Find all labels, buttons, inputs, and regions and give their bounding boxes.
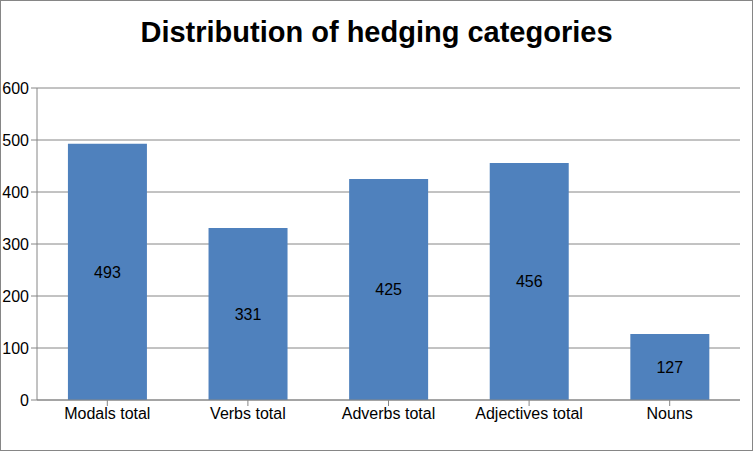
svg-text:600: 600	[8, 80, 29, 97]
svg-text:0: 0	[20, 392, 29, 409]
svg-text:200: 200	[8, 288, 29, 305]
svg-text:425: 425	[375, 281, 402, 298]
svg-text:456: 456	[516, 273, 543, 290]
svg-text:500: 500	[8, 132, 29, 149]
svg-text:Modals total: Modals total	[64, 405, 150, 422]
svg-text:400: 400	[8, 184, 29, 201]
svg-text:300: 300	[8, 236, 29, 253]
svg-text:493: 493	[94, 264, 121, 281]
svg-text:Adjectives total: Adjectives total	[475, 405, 583, 422]
svg-text:Verbs total: Verbs total	[210, 405, 286, 422]
svg-text:Adverbs total: Adverbs total	[342, 405, 435, 422]
svg-text:127: 127	[656, 359, 683, 376]
svg-text:100: 100	[8, 340, 29, 357]
html-text:Distribution of hedging catego: Distribution of hedging categories	[140, 16, 613, 48]
svg-text:Nouns: Nouns	[647, 405, 693, 422]
svg-text:331: 331	[235, 306, 262, 323]
